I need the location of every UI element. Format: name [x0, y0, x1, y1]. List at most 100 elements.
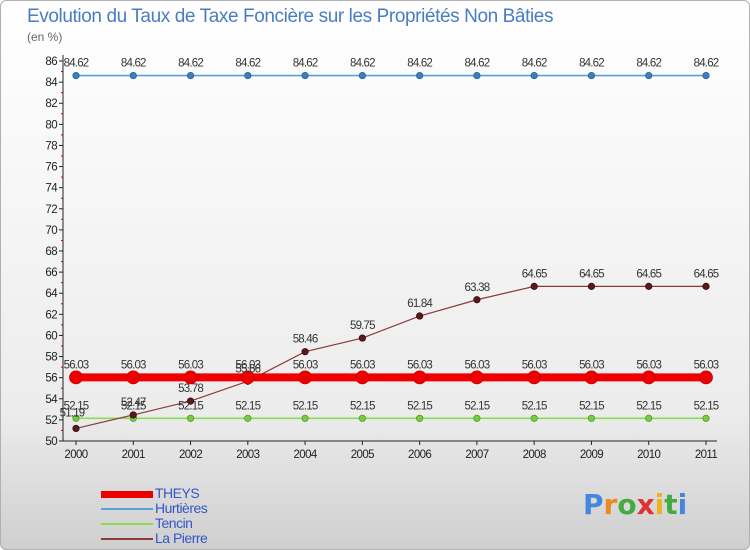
data-point-tencin	[416, 414, 424, 422]
logo-letter: t	[664, 488, 678, 521]
data-point-la-pierre	[358, 334, 366, 342]
data-point-theys	[355, 370, 370, 385]
data-label-la-pierre: 64.65	[694, 268, 719, 280]
data-point-la-pierre	[301, 348, 309, 356]
data-label-la-pierre: 64.65	[636, 268, 661, 280]
data-label-tencin: 52.15	[465, 400, 490, 412]
data-label-theys: 56.03	[121, 359, 146, 371]
logo-letter: i	[654, 488, 665, 521]
y-tick-label: 86	[45, 56, 57, 68]
data-label-theys: 56.03	[579, 359, 604, 371]
data-point-tencin	[244, 414, 252, 422]
data-point-tencin	[301, 414, 309, 422]
y-tick-label: 78	[45, 140, 57, 152]
data-label-la-pierre: 61.84	[407, 298, 433, 310]
y-tick-label: 84	[45, 77, 58, 89]
y-tick-label: 56	[45, 373, 57, 385]
data-label-hurti-res: 84.62	[293, 58, 318, 70]
data-label-hurti-res: 84.62	[64, 58, 89, 70]
series-theys	[69, 370, 713, 385]
data-point-tencin	[702, 414, 710, 422]
data-point-hurti-res	[129, 71, 137, 80]
data-label-la-pierre: 51.19	[60, 407, 85, 419]
y-tick-label: 70	[45, 225, 57, 237]
data-point-la-pierre	[72, 424, 80, 433]
data-label-theys: 56.03	[465, 359, 490, 371]
x-tick-label: 2003	[236, 449, 259, 461]
data-point-hurti-res	[416, 71, 424, 80]
data-label-hurti-res: 84.62	[350, 58, 375, 70]
series-hurti-res	[72, 71, 710, 80]
axes: 50 52 54 56 58 60 62 64 66 68 70 72 74 76 78 80 82 84 86 20…	[45, 55, 718, 461]
data-point-hurti-res	[358, 71, 366, 80]
data-label-tencin: 52.15	[178, 400, 203, 412]
data-point-la-pierre	[473, 296, 481, 304]
data-label-hurti-res: 84.62	[235, 58, 260, 70]
legend-swatch-theys	[101, 490, 153, 498]
data-label-la-pierre: 64.65	[522, 268, 547, 280]
x-tick-label: 2005	[351, 449, 374, 461]
data-point-hurti-res	[301, 71, 309, 80]
legend-swatch-hurti-res	[101, 508, 153, 510]
data-label-theys: 56.03	[64, 359, 89, 371]
data-point-theys	[126, 370, 141, 385]
data-label-la-pierre: 59.75	[350, 320, 375, 332]
data-label-tencin: 52.15	[64, 400, 89, 412]
data-label-hurti-res: 84.62	[694, 58, 719, 70]
data-point-la-pierre	[416, 312, 424, 320]
data-label-theys: 56.03	[522, 359, 547, 371]
data-label-hurti-res: 84.62	[636, 58, 661, 70]
x-tick-label: 2006	[408, 449, 431, 461]
y-tick-label: 54	[45, 394, 58, 406]
data-point-tencin	[645, 414, 653, 422]
data-label-la-pierre: 64.65	[579, 268, 604, 280]
y-tick-label: 64	[45, 288, 58, 300]
y-tick-label: 62	[45, 309, 57, 321]
data-point-hurti-res	[530, 71, 538, 80]
y-tick-label: 82	[45, 98, 57, 110]
data-point-hurti-res	[645, 71, 653, 80]
x-tick-label: 2002	[179, 449, 202, 461]
x-tick-label: 2010	[637, 449, 660, 461]
y-tick-label: 74	[45, 183, 58, 195]
data-label-la-pierre: 52.47	[121, 397, 146, 409]
data-label-la-pierre: 55.66	[235, 363, 260, 375]
data-point-tencin	[72, 414, 80, 422]
x-tick-label: 2001	[122, 449, 145, 461]
unit-label: (en %)	[27, 30, 63, 44]
data-point-hurti-res	[587, 71, 596, 80]
data-point-theys	[641, 370, 656, 385]
series-line-la-pierre	[75, 285, 706, 430]
data-point-hurti-res	[72, 71, 80, 80]
data-label-theys: 56.03	[694, 359, 719, 371]
data-label-tencin: 52.15	[579, 400, 604, 412]
data-label-tencin: 52.15	[235, 400, 260, 412]
chart-title: Evolution du Taux de Taxe Foncière sur l…	[27, 6, 554, 27]
legend-label-hurti-res: Hurtières	[155, 500, 208, 516]
data-label-theys: 56.03	[178, 359, 203, 371]
data-point-tencin	[358, 414, 366, 422]
y-tick-label: 76	[45, 162, 57, 174]
logo-letter: r	[603, 488, 618, 521]
y-tick-label: 52	[45, 415, 57, 427]
data-point-theys	[183, 370, 198, 385]
y-tick-label: 68	[45, 246, 57, 258]
data-label-theys: 56.03	[407, 359, 432, 371]
data-point-theys	[527, 370, 542, 385]
data-point-la-pierre	[645, 282, 653, 290]
data-label-hurti-res: 84.62	[579, 58, 604, 70]
y-tick-label: 66	[45, 267, 57, 279]
series-layer	[69, 71, 713, 433]
series-tencin	[72, 414, 710, 422]
data-label-tencin: 52.15	[694, 400, 719, 412]
data-point-theys	[69, 370, 83, 385]
data-point-tencin	[530, 414, 538, 422]
data-point-la-pierre	[587, 282, 596, 290]
logo-letter: i	[677, 488, 688, 521]
data-label-hurti-res: 84.62	[178, 58, 203, 70]
legend-label-la-pierre: La Pierre	[155, 530, 208, 546]
data-point-theys	[470, 370, 484, 385]
data-label-la-pierre: 58.46	[293, 334, 318, 346]
